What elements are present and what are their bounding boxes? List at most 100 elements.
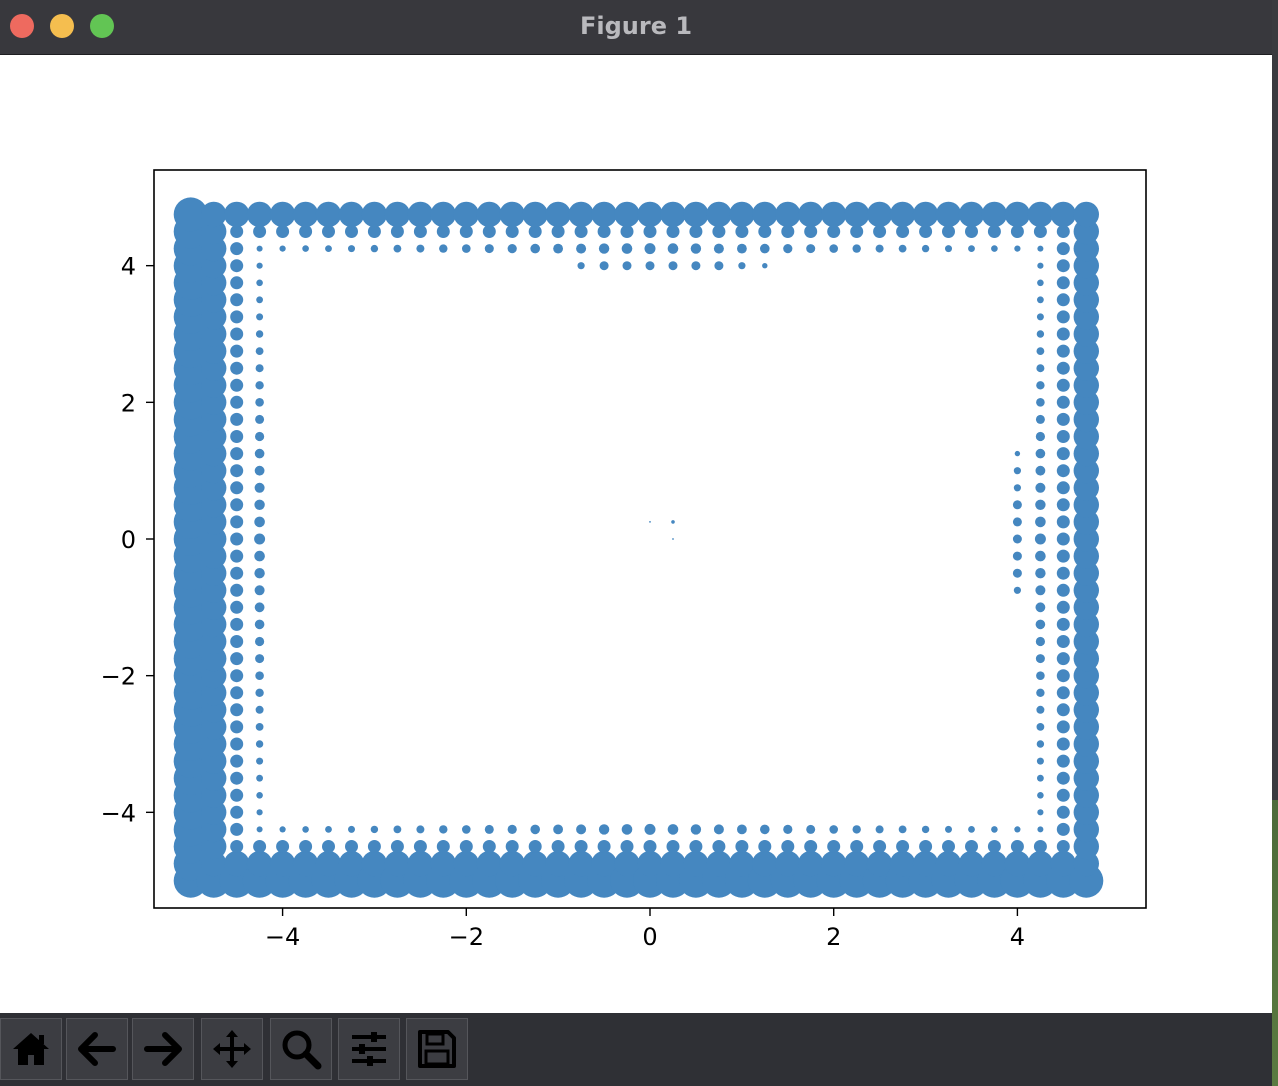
scatter-point: [482, 840, 496, 853]
scatter-point: [255, 740, 264, 748]
scatter-point: [889, 201, 916, 228]
home-button[interactable]: [0, 1018, 62, 1080]
scatter-point: [505, 225, 519, 238]
zoom-button[interactable]: [270, 1018, 332, 1080]
scatter-point: [623, 825, 631, 834]
scatter-point: [230, 327, 244, 341]
scatter-point: [416, 825, 425, 834]
scatter-point: [255, 364, 264, 373]
scatter-point: [345, 840, 358, 853]
scatter-point: [246, 201, 273, 228]
scatter-point: [269, 201, 296, 228]
scatter-point: [230, 532, 244, 546]
scatter-point: [706, 201, 732, 228]
scatter-point: [1012, 551, 1022, 561]
scatter-point: [1056, 566, 1070, 580]
scatter-point: [230, 583, 244, 597]
scatter-point: [1034, 533, 1046, 545]
home-icon: [13, 1033, 49, 1065]
y-tick-label: 0: [121, 526, 136, 554]
scatter-point: [390, 840, 404, 853]
scatter-point: [1056, 430, 1070, 443]
scatter-point: [230, 276, 244, 290]
scatter-point: [230, 225, 244, 238]
scatter-point: [1035, 414, 1045, 424]
scatter-point: [1036, 398, 1045, 407]
minimize-window-button[interactable]: [50, 14, 74, 38]
scatter-point: [1036, 705, 1045, 714]
scatter-point: [829, 244, 838, 253]
scatter-point: [991, 245, 998, 252]
scatter-point: [230, 498, 244, 512]
scatter-point: [462, 244, 471, 253]
scatter-point: [361, 201, 388, 228]
scatter-point: [276, 840, 290, 853]
scatter-point: [1056, 225, 1070, 238]
scatter-point: [735, 225, 749, 238]
scatter-point: [1037, 296, 1044, 304]
scatter-point: [439, 825, 448, 834]
scatter-point: [230, 293, 244, 307]
scatter-point: [367, 840, 381, 853]
scatter-point: [844, 850, 870, 877]
pan-button[interactable]: [201, 1018, 263, 1080]
scatter-point: [576, 243, 587, 254]
scatter-point: [430, 850, 456, 877]
scatter-point: [1056, 652, 1070, 666]
scatter-point: [1037, 774, 1044, 782]
scatter-point: [522, 201, 548, 228]
scatter-point: [230, 703, 244, 717]
scatter-point: [591, 201, 617, 228]
figure-canvas[interactable]: −4 −2 0 2 4 −4 −2 0 2 4: [0, 55, 1272, 1013]
scatter-point: [322, 225, 335, 238]
back-button[interactable]: [66, 1018, 128, 1080]
forward-button[interactable]: [132, 1018, 194, 1080]
scatter-point: [898, 825, 907, 834]
scatter-point: [1056, 327, 1070, 341]
save-button[interactable]: [406, 1018, 468, 1080]
scatter-point: [322, 840, 335, 853]
scatter-point: [574, 225, 588, 238]
scatter-point: [302, 245, 309, 252]
scatter-point: [597, 225, 611, 238]
scatter-point: [712, 225, 726, 238]
scatter-point: [1035, 516, 1046, 528]
scatter-point: [499, 850, 525, 877]
navigation-toolbar: [0, 1013, 1272, 1086]
scatter-point: [1056, 737, 1070, 751]
scatter-point: [689, 225, 703, 238]
title-bar: Figure 1: [0, 0, 1272, 55]
scatter-point: [737, 243, 747, 254]
configure-subplots-button[interactable]: [338, 1018, 400, 1080]
scatter-point: [945, 245, 952, 253]
scatter-point: [230, 737, 244, 751]
scatter-point: [598, 243, 610, 254]
scatter-point: [416, 244, 425, 253]
scatter-point: [1037, 262, 1044, 269]
scatter-point: [1056, 617, 1070, 631]
scatter-point: [1004, 201, 1031, 228]
scatter-point: [1073, 201, 1100, 228]
scatter-point: [689, 840, 703, 853]
scatter-point: [1037, 245, 1044, 252]
scatter-point: [738, 262, 746, 270]
y-tick-label: 2: [121, 389, 136, 417]
scatter-point: [1037, 792, 1044, 799]
scatter-point: [361, 850, 388, 877]
close-window-button[interactable]: [10, 14, 34, 38]
scatter-point: [919, 225, 933, 238]
scatter-point: [1035, 654, 1045, 664]
scatter-point: [1004, 850, 1031, 877]
x-tick-label: 2: [826, 923, 841, 951]
scatter-point: [1033, 840, 1047, 853]
scatter-point: [1036, 723, 1045, 731]
scatter-point: [1050, 201, 1077, 228]
configure-subplots-icon: [352, 1032, 386, 1066]
scatter-point: [806, 824, 816, 834]
scatter-point: [666, 225, 680, 238]
scatter-point: [1012, 534, 1022, 544]
scatter-point: [760, 243, 770, 254]
maximize-window-button[interactable]: [90, 14, 114, 38]
scatter-point: [528, 840, 542, 853]
scatter-point: [453, 201, 479, 228]
